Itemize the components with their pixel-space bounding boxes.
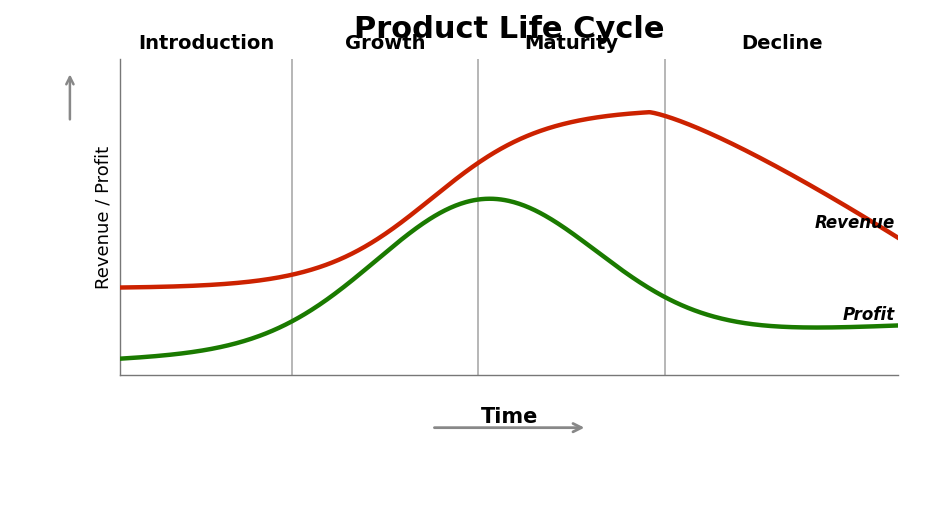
Text: Maturity: Maturity [525, 34, 619, 52]
Title: Product Life Cycle: Product Life Cycle [354, 15, 665, 44]
Y-axis label: Revenue / Profit: Revenue / Profit [94, 146, 112, 289]
Text: Decline: Decline [741, 34, 822, 52]
Text: Profit: Profit [843, 306, 895, 324]
Text: Growth: Growth [345, 34, 425, 52]
Text: Time: Time [481, 407, 538, 427]
Text: Revenue: Revenue [815, 214, 895, 232]
Text: Introduction: Introduction [138, 34, 274, 52]
